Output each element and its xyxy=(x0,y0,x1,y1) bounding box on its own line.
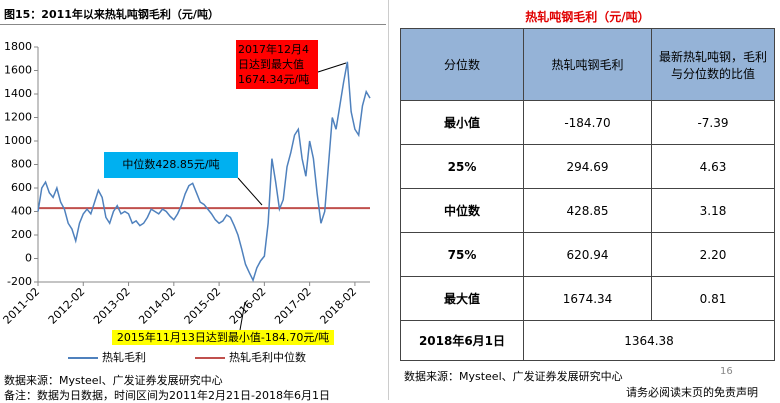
figure-title: 图15：2011年以来热轧吨钢毛利（元/吨） xyxy=(4,8,219,21)
cell: 25% xyxy=(400,144,524,189)
table: 分位数 热轧吨钢毛利 最新热轧吨钢，毛利与分位数的比值 最小值 -184.70 -7… xyxy=(400,28,775,361)
cell: 0.81 xyxy=(651,276,775,321)
cell: 最小值 xyxy=(400,100,524,145)
cell: 4.63 xyxy=(651,144,775,189)
max-annotation: 2017年12月4日达到最大值1674.34元/吨 xyxy=(236,40,318,89)
connector xyxy=(237,177,263,206)
header-cell: 最新热轧吨钢，毛利与分位数的比值 xyxy=(651,28,775,101)
cell: -7.39 xyxy=(651,100,775,145)
median-annotation: 中位数428.85元/吨 xyxy=(104,152,238,178)
table-title: 热轧吨钢毛利（元/吨） xyxy=(525,10,650,24)
cell: 中位数 xyxy=(400,188,524,233)
x-tick-label: 2012-02 xyxy=(46,285,88,327)
x-tick-label: 2016-02 xyxy=(227,285,269,327)
cell: 3.18 xyxy=(651,188,775,233)
y-tick-label: 1400 xyxy=(4,87,32,100)
connector xyxy=(239,301,246,331)
row: 中位数 428.85 3.18 xyxy=(400,188,775,233)
cell: 620.94 xyxy=(523,232,652,277)
row: 最小值 -184.70 -7.39 xyxy=(400,100,775,145)
cell: -184.70 xyxy=(523,100,652,145)
y-tick-label: 200 xyxy=(11,228,32,241)
row: 最大值 1674.34 0.81 xyxy=(400,276,775,321)
y-tick-label: 1000 xyxy=(4,134,32,147)
divider xyxy=(388,0,389,400)
connector xyxy=(317,62,347,73)
y-tick-label: 1600 xyxy=(4,64,32,77)
min-annotation: 2015年11月13日达到最小值-184.70元/吨 xyxy=(112,330,334,345)
x-tick-label: 2011-02 xyxy=(1,285,43,327)
x-tick-label: 2015-02 xyxy=(182,285,224,327)
series-line xyxy=(37,61,371,283)
cell: 428.85 xyxy=(523,188,652,233)
cell: 2018年6月1日 xyxy=(400,320,524,361)
page-number: 16 xyxy=(720,366,733,377)
row: 75% 620.94 2.20 xyxy=(400,232,775,277)
row: 25% 294.69 4.63 xyxy=(400,144,775,189)
source: 数据来源：Mysteel、广发证券发展研究中心 xyxy=(404,370,623,383)
legend-label: 热轧毛利 xyxy=(102,350,146,364)
header-cell: 分位数 xyxy=(400,28,524,101)
cell: 1674.34 xyxy=(523,276,652,321)
y-tick-label: 400 xyxy=(11,205,32,218)
source: 数据来源：Mysteel、广发证券发展研究中心 xyxy=(4,374,223,387)
y-tick-label: 1200 xyxy=(4,111,32,124)
y-tick-label: 1800 xyxy=(4,40,32,53)
cell: 最大值 xyxy=(400,276,524,321)
y-tick-label: 0 xyxy=(25,252,32,265)
y-tick-label: 800 xyxy=(11,158,32,171)
cell: 2.20 xyxy=(651,232,775,277)
cell: 1364.38 xyxy=(523,320,775,361)
y-tick-label: -200 xyxy=(7,275,32,288)
y-tick-label: 600 xyxy=(11,181,32,194)
legend-label: 热轧毛利中位数 xyxy=(229,350,306,364)
row: 2018年6月1日 1364.38 xyxy=(400,320,775,361)
x-tick-label: 2017-02 xyxy=(272,285,314,327)
note: 备注：数据为日数据，时间区间为2011年2月21日-2018年6月1日 xyxy=(4,389,330,402)
x-tick-label: 2013-02 xyxy=(91,285,133,327)
cell: 75% xyxy=(400,232,524,277)
disclaimer: 请务必阅读末页的免责声明 xyxy=(626,386,758,399)
chart: -200 0 200 400 600 800 1000 1200 1400 1600 1800 201… xyxy=(1,40,371,364)
x-tick-label: 2018-02 xyxy=(317,285,359,327)
x-tick-label: 2014-02 xyxy=(136,285,178,327)
rule xyxy=(0,24,386,25)
cell: 294.69 xyxy=(523,144,652,189)
header-row: 分位数 热轧吨钢毛利 最新热轧吨钢，毛利与分位数的比值 xyxy=(400,28,775,101)
header-cell: 热轧吨钢毛利 xyxy=(523,28,652,101)
